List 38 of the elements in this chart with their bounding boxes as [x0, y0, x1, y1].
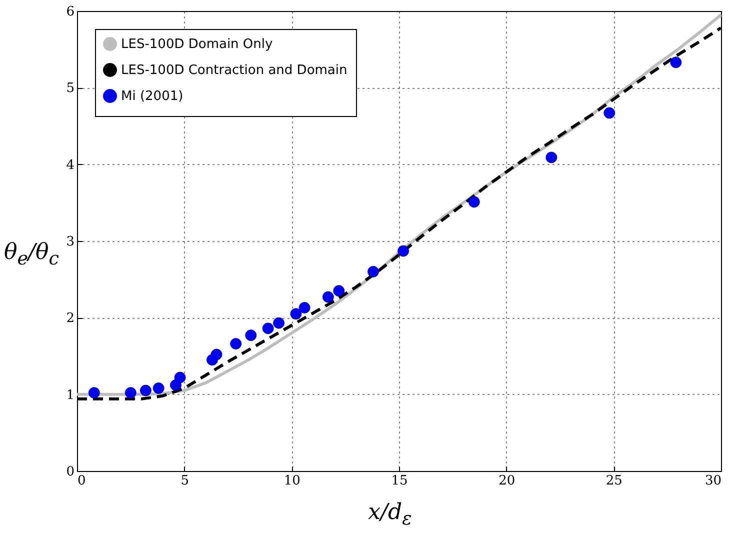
point	[88, 387, 100, 399]
point	[298, 302, 310, 314]
x-tick-label: 0	[78, 474, 86, 488]
point	[152, 382, 164, 394]
point	[670, 56, 682, 68]
y-tick-label: 6	[66, 4, 74, 20]
legend-label: LES-100D Domain Only	[121, 37, 274, 52]
x-tick-label: 5	[180, 474, 189, 488]
point	[368, 266, 379, 278]
legend-label: LES-100D Contraction and Domain	[121, 63, 348, 78]
point	[333, 285, 345, 297]
point	[210, 348, 222, 360]
point	[273, 317, 285, 329]
y-tick-label: 3	[66, 234, 74, 250]
point	[546, 152, 558, 164]
point	[262, 322, 274, 334]
y-axis-title: θ$_{e}$/θ$_{c}$	[4, 240, 60, 270]
point	[245, 330, 257, 342]
x-tick-label: 30	[704, 474, 722, 488]
point	[290, 308, 302, 320]
legend-label: Mi (2001)	[121, 89, 184, 104]
y-tick-label: 4	[66, 158, 74, 173]
x-tick-label: 10	[284, 474, 300, 488]
point	[322, 291, 334, 303]
x-tick-label: 25	[606, 474, 622, 488]
point	[468, 196, 480, 208]
point	[398, 245, 410, 257]
point	[604, 107, 616, 119]
point	[140, 384, 152, 396]
point	[230, 338, 242, 350]
point	[174, 372, 186, 384]
y-tick-label: 5	[66, 81, 74, 96]
point	[124, 387, 136, 399]
x-tick-label: 15	[391, 474, 408, 488]
y-tick-label: 2	[66, 311, 74, 326]
y-tick-label: 1	[66, 388, 74, 403]
x-tick-label: 20	[498, 474, 516, 488]
x-axis-title: x/d$_{ε}$	[368, 500, 412, 530]
